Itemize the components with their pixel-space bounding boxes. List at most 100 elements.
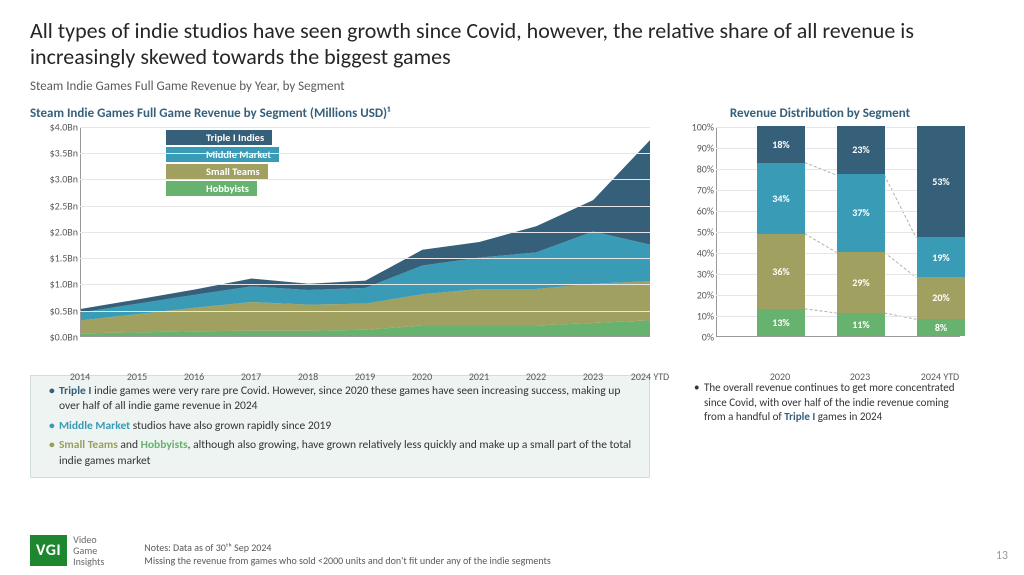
- area-chart-column: Steam Indie Games Full Game Revenue by S…: [30, 106, 650, 479]
- bullet-3-key1: Small Teams: [59, 438, 118, 452]
- legend-swatch: [166, 130, 200, 145]
- bar-xtick: 2020: [770, 367, 790, 383]
- slide-title: All types of indie studios have seen gro…: [30, 18, 970, 71]
- legend-swatch: [166, 181, 200, 196]
- vgi-logo-text: Video Game Insights: [73, 534, 104, 567]
- area-xtick: 2018: [298, 367, 318, 383]
- legend-label: Middle Market: [200, 147, 279, 162]
- area-ytick: $0.5Bn: [30, 304, 78, 317]
- bullet-1-key: Triple I: [59, 384, 91, 398]
- legend-item: Small Teams: [166, 163, 279, 180]
- bar-segment-triple-i-indies: 53%: [917, 126, 965, 237]
- bar-xtick: 2023: [850, 367, 870, 383]
- area-gridline: [80, 311, 650, 312]
- bar-ytick: 30%: [680, 267, 714, 280]
- area-gridline: [80, 153, 650, 154]
- area-xtick: 2015: [127, 367, 147, 383]
- bar-chart-column: Revenue Distribution by Segment 13%36%34…: [680, 106, 960, 479]
- charts-row: Steam Indie Games Full Game Revenue by S…: [30, 106, 994, 479]
- vgi-logo-box: VGI: [30, 535, 67, 566]
- bar-segment-small-teams: 29%: [837, 252, 885, 313]
- area-gridline: [80, 284, 650, 285]
- left-bullet-box: • Triple I indie games were very rare pr…: [30, 375, 650, 479]
- bar-ytick: 50%: [680, 225, 714, 238]
- bar-xtick: 2024 YTD: [921, 367, 959, 383]
- bullet-1-text: indie games were very rare pre Covid. Ho…: [59, 384, 620, 414]
- area-xtick: 2021: [469, 367, 489, 383]
- legend-item: Middle Market: [166, 146, 279, 163]
- area-xtick: 2019: [355, 367, 375, 383]
- bar-segment-middle-market: 34%: [757, 163, 805, 234]
- area-gridline: [80, 127, 650, 128]
- bar-segment-small-teams: 20%: [917, 277, 965, 319]
- area-xtick: 2020: [412, 367, 432, 383]
- legend-item: Triple I Indies: [166, 129, 279, 146]
- area-xtick: 2017: [241, 367, 261, 383]
- bar-chart-title: Revenue Distribution by Segment: [680, 106, 960, 121]
- area-chart-legend: Triple I Indies Middle Market Small Teams H…: [166, 129, 279, 197]
- area-ytick: $4.0Bn: [30, 120, 78, 133]
- bar-chart: 13%36%34%18%11%29%37%23%8%20%19%53% 0%10…: [680, 127, 960, 367]
- area-gridline: [80, 232, 650, 233]
- area-gridline: [80, 179, 650, 180]
- area-ytick: $2.0Bn: [30, 225, 78, 238]
- bar-ytick: 80%: [680, 162, 714, 175]
- right-bullet: • The overall revenue continues to get m…: [694, 381, 956, 426]
- bar-segment-hobbyists: 13%: [757, 309, 805, 336]
- bar-ytick: 40%: [680, 246, 714, 259]
- area-xtick: 2016: [184, 367, 204, 383]
- footnotes: Notes: Data as of 30ᵗʰ Sep 2024 Missing …: [144, 541, 994, 567]
- bar-segment-triple-i-indies: 18%: [757, 126, 805, 163]
- bullet-2: • Middle Market studios have also grown …: [49, 419, 639, 435]
- bar-segment-triple-i-indies: 23%: [837, 126, 885, 174]
- right-bullet-b: Triple I: [784, 410, 815, 423]
- bar-column: 8%20%19%53%: [917, 126, 965, 336]
- bar-ytick: 0%: [680, 330, 714, 343]
- legend-label: Triple I Indies: [200, 130, 272, 145]
- footnote-2: Missing the revenue from games who sold …: [144, 554, 994, 567]
- bar-connector: [805, 233, 837, 252]
- area-gridline: [80, 206, 650, 207]
- legend-label: Hobbyists: [200, 181, 257, 196]
- area-xtick: 2022: [526, 367, 546, 383]
- bar-ytick: 20%: [680, 288, 714, 301]
- area-ytick: $2.5Bn: [30, 199, 78, 212]
- area-ytick: $1.5Bn: [30, 252, 78, 265]
- bar-segment-small-teams: 36%: [757, 234, 805, 309]
- legend-swatch: [166, 164, 200, 179]
- legend-label: Small Teams: [200, 164, 268, 179]
- area-xtick: 2023: [583, 367, 603, 383]
- area-chart: Triple I Indies Middle Market Small Teams H…: [30, 127, 650, 367]
- bar-segment-middle-market: 19%: [917, 237, 965, 277]
- bullet-2-key: Middle Market: [59, 419, 130, 433]
- bar-segment-middle-market: 37%: [837, 174, 885, 252]
- bullet-3: • Small Teams and Hobbyists, although al…: [49, 438, 639, 469]
- vgi-logo-line3: Insights: [73, 556, 104, 567]
- area-xtick: 2014: [70, 367, 90, 383]
- area-ytick: $3.0Bn: [30, 173, 78, 186]
- footer: VGI Video Game Insights Notes: Data as o…: [0, 534, 1024, 567]
- slide-subtitle: Steam Indie Games Full Game Revenue by Y…: [30, 79, 994, 94]
- right-bullet-box: • The overall revenue continues to get m…: [680, 375, 960, 432]
- bar-ytick: 100%: [680, 120, 714, 133]
- legend-item: Hobbyists: [166, 180, 279, 197]
- area-xtick: 2024 YTD: [631, 367, 669, 383]
- bullet-3-key2: Hobbyists: [141, 438, 188, 452]
- area-gridline: [80, 258, 650, 259]
- bullet-3-txt1: and: [118, 438, 141, 452]
- page-number: 13: [996, 549, 1008, 563]
- bar-ytick: 10%: [680, 309, 714, 322]
- area-ytick: $1.0Bn: [30, 278, 78, 291]
- bar-connector: [805, 309, 837, 313]
- bar-ytick: 70%: [680, 183, 714, 196]
- area-chart-title: Steam Indie Games Full Game Revenue by S…: [30, 106, 650, 121]
- bar-column: 11%29%37%23%: [837, 126, 885, 336]
- footnote-1: Notes: Data as of 30ᵗʰ Sep 2024: [144, 541, 994, 554]
- slide: All types of indie studios have seen gro…: [0, 0, 1024, 575]
- bar-column: 13%36%34%18%: [757, 126, 805, 336]
- bar-ytick: 90%: [680, 141, 714, 154]
- area-ytick: $3.5Bn: [30, 147, 78, 160]
- bullet-1: • Triple I indie games were very rare pr…: [49, 384, 639, 415]
- right-bullet-c: games in 2024: [815, 410, 882, 423]
- bar-connector: [884, 175, 916, 238]
